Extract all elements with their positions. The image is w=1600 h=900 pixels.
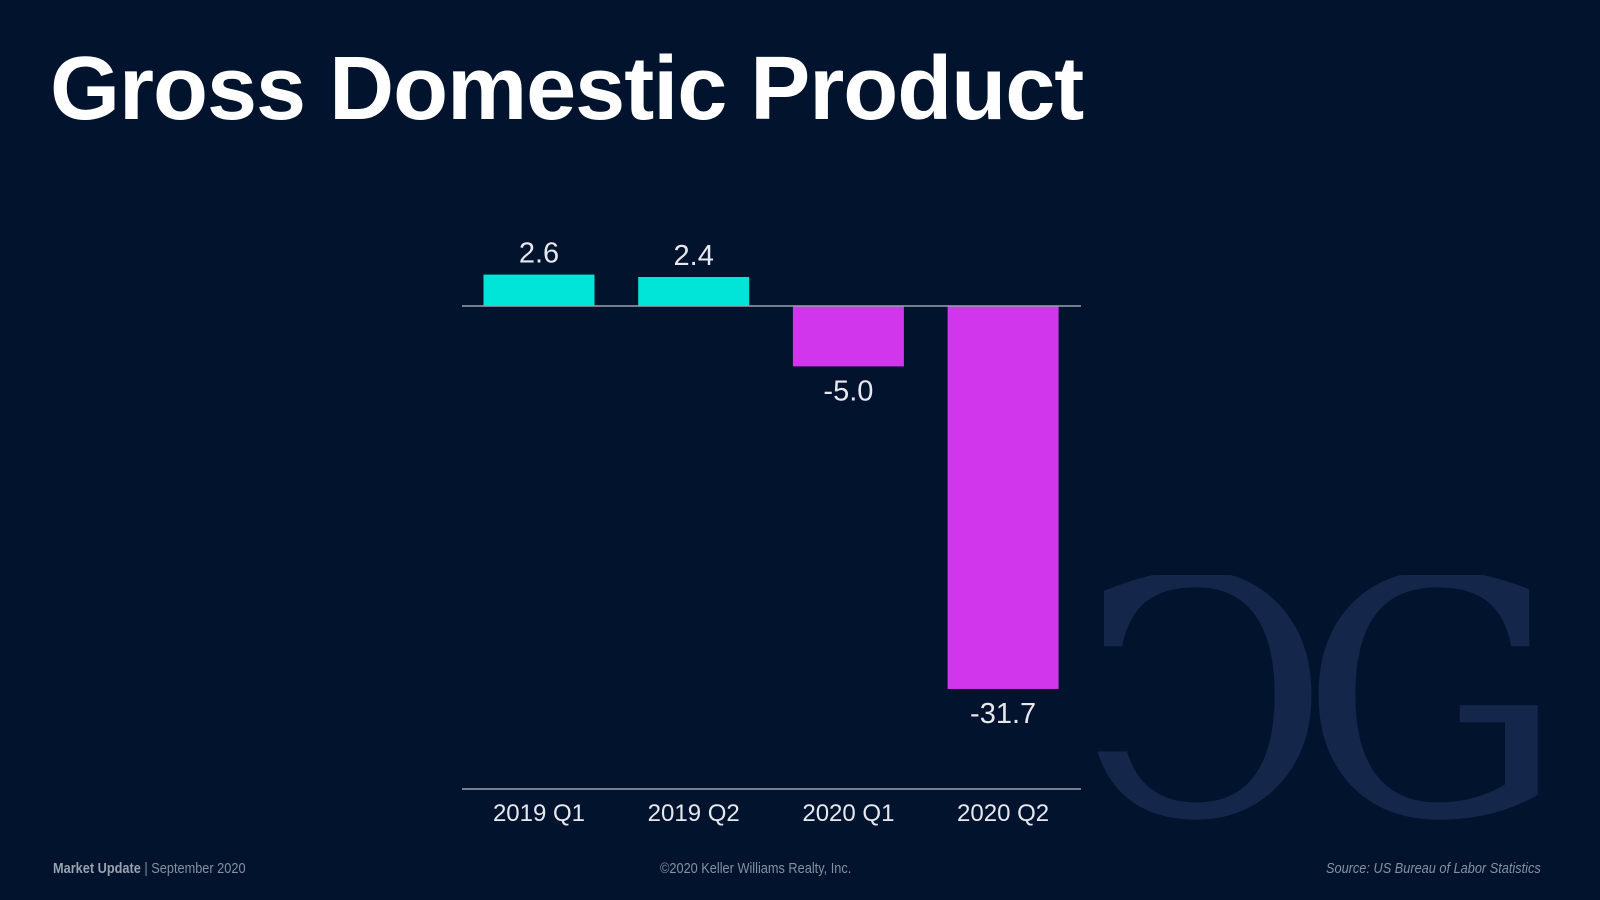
bar-2019-q1 [483,274,595,306]
footer-label: Market Update [53,860,141,877]
dg-logo-watermark: C G [1095,575,1564,840]
footer-copyright: ©2020 Keller Williams Realty, Inc. [660,860,852,877]
category-label: 2020 Q2 [957,800,1049,827]
footer-source: Source: US Bureau of Labor Statistics [1326,860,1541,877]
data-label: 2.4 [674,240,714,272]
bar-2020-q1 [792,306,904,367]
svg-text:C: C [1095,575,1330,840]
data-label: -31.7 [970,698,1036,730]
data-label: 2.6 [519,238,559,270]
bar-2020-q2 [947,306,1059,689]
footer-left: Market Update | September 2020 [53,860,246,877]
data-label: -5.0 [823,375,873,407]
svg-text:G: G [1300,575,1564,840]
bar-2019-q2 [638,277,750,306]
category-label: 2020 Q1 [802,800,894,827]
category-label: 2019 Q1 [493,800,585,827]
category-label: 2019 Q2 [648,800,740,827]
footer-separator: | [144,860,148,877]
page-title: Gross Domestic Product [50,39,1084,139]
footer-date: September 2020 [151,860,246,877]
